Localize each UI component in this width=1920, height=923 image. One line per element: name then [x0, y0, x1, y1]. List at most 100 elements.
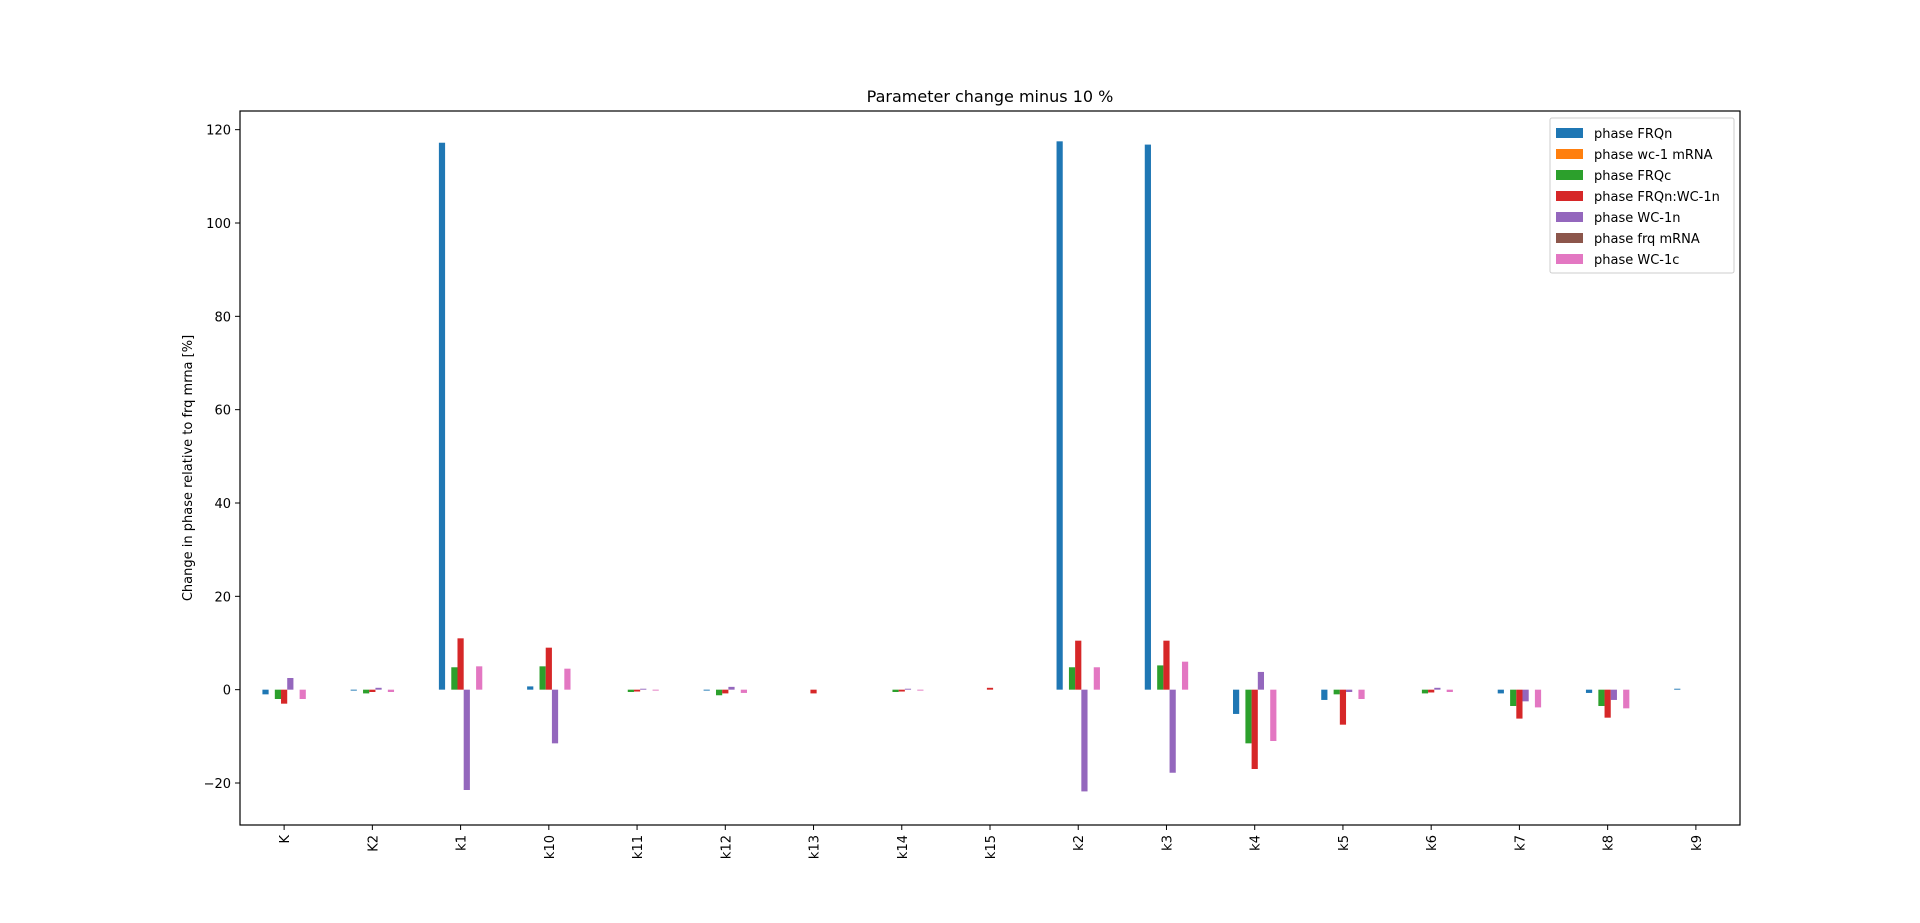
bar: [564, 668, 571, 690]
bar: [1534, 689, 1542, 708]
legend-swatch: [1556, 233, 1583, 243]
legend-label: phase WC-1n: [1594, 211, 1681, 226]
bar: [1434, 687, 1441, 690]
x-tick-label: k11: [631, 835, 646, 859]
bar: [463, 689, 470, 790]
y-tick-label: 100: [206, 217, 231, 232]
bar: [740, 689, 747, 693]
bar: [1522, 689, 1529, 702]
x-tick-label: k6: [1425, 835, 1440, 851]
bar: [1604, 689, 1611, 718]
bar: [457, 638, 464, 690]
bar: [1421, 689, 1429, 694]
legend-label: phase FRQc: [1594, 169, 1671, 184]
x-tick-label: k15: [984, 835, 999, 859]
bar: [262, 689, 269, 695]
bar: [1598, 689, 1605, 706]
bar: [369, 689, 376, 692]
bar: [728, 686, 735, 690]
bar: [1497, 689, 1504, 694]
x-tick-label: k8: [1602, 835, 1617, 851]
bar: [438, 142, 446, 690]
bar: [451, 667, 458, 690]
bar: [898, 689, 905, 692]
bar: [1339, 689, 1347, 725]
bar: [1346, 689, 1353, 692]
bar: [1674, 688, 1681, 690]
y-tick-label: 120: [206, 124, 231, 139]
bar: [715, 689, 723, 696]
bar: [917, 689, 924, 691]
bar: [1093, 667, 1100, 690]
x-tick-label: K2: [366, 835, 381, 852]
bar: [722, 689, 729, 694]
bar: [640, 688, 647, 690]
legend-label: phase WC-1c: [1594, 253, 1679, 268]
y-axis: −20 0 20 40 60 80 100 120: [204, 124, 240, 792]
bar: [1181, 661, 1189, 690]
bar: [904, 688, 912, 690]
y-tick-label: 0: [223, 684, 231, 699]
x-tick-label: k7: [1513, 835, 1528, 851]
legend-swatch: [1556, 170, 1583, 180]
x-tick-label: k13: [808, 835, 823, 859]
legend-swatch: [1556, 149, 1583, 159]
bar: [387, 689, 395, 692]
bar: [627, 689, 634, 692]
bar: [1428, 689, 1435, 693]
bar: [1516, 689, 1523, 719]
bar: [1163, 640, 1170, 690]
legend-swatch: [1556, 128, 1583, 138]
bar: [1510, 689, 1517, 706]
bar: [476, 666, 483, 690]
bar: [1251, 689, 1258, 769]
bar: [551, 689, 559, 744]
bar: [363, 689, 370, 694]
legend-label: phase FRQn:WC-1n: [1594, 190, 1720, 205]
x-tick-label: k9: [1690, 835, 1705, 851]
bar: [299, 689, 306, 699]
x-tick-label: k2: [1072, 835, 1087, 851]
y-tick-label: 60: [214, 404, 231, 419]
bar: [1333, 689, 1340, 695]
bar: [703, 689, 710, 691]
bar: [1245, 689, 1252, 744]
bar: [1075, 640, 1082, 690]
legend-box: [1549, 117, 1735, 274]
x-axis: K K2 k1 k10 k11 k12 k13 k14 k15 k2 k3 k4 k5 k6 k7 k8 k9: [278, 825, 1705, 859]
x-tick-label: k4: [1249, 835, 1264, 851]
bar: [1081, 689, 1088, 792]
bar: [287, 678, 294, 690]
bar: [1169, 689, 1176, 773]
bar: [892, 689, 899, 692]
bar: [1144, 144, 1151, 690]
y-tick-label: 40: [214, 497, 231, 512]
x-tick-label: k1: [455, 835, 470, 851]
legend-swatch: [1556, 212, 1583, 222]
bar: [1257, 671, 1265, 690]
bar: [633, 689, 641, 692]
legend-label: phase FRQn: [1594, 127, 1672, 142]
bar: [274, 689, 282, 699]
x-tick-label: k10: [543, 835, 558, 859]
bar: [375, 687, 382, 690]
bar: [1446, 689, 1453, 692]
y-tick-label: −20: [204, 777, 231, 792]
bar: [1270, 689, 1277, 741]
chart-title: Parameter change minus 10 %: [867, 87, 1114, 106]
y-tick-label: 80: [214, 310, 231, 325]
bar: [1056, 141, 1063, 690]
bar: [545, 647, 552, 690]
x-tick-label: k14: [896, 835, 911, 859]
bar: [281, 689, 288, 704]
legend: phase FRQn phase wc-1 mRNA phase FRQc phase…: [1549, 117, 1735, 274]
bar: [986, 687, 994, 690]
x-tick-label: K: [278, 835, 293, 844]
bar: [1623, 689, 1630, 709]
legend-label: phase wc-1 mRNA: [1594, 148, 1713, 163]
bar: [1233, 689, 1240, 714]
bar: [539, 666, 546, 690]
y-tick-label: 20: [214, 590, 231, 605]
x-tick-label: k12: [719, 835, 734, 859]
